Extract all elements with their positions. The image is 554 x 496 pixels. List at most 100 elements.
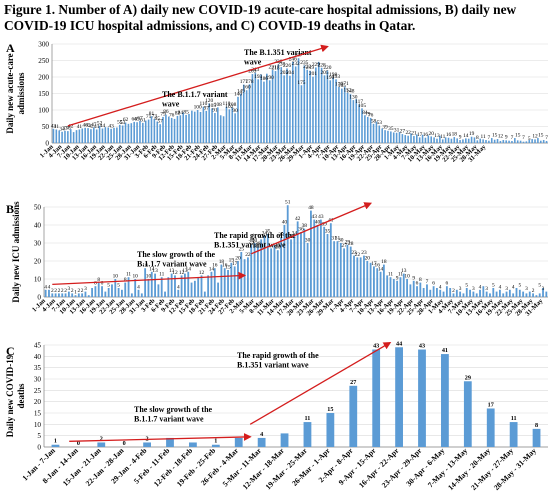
data-label: 220 [323, 65, 331, 71]
bar [164, 291, 166, 297]
bar [64, 293, 67, 297]
bar [234, 113, 236, 143]
data-label: 14 [186, 266, 192, 272]
bar [369, 262, 372, 297]
bar [439, 135, 441, 143]
data-label: 10 [146, 274, 152, 280]
data-label: 42 [88, 124, 94, 130]
bar [263, 235, 266, 297]
data-label: 51 [285, 200, 291, 206]
data-label: 3 [68, 286, 71, 292]
bar [534, 139, 536, 143]
data-label: 81 [149, 111, 155, 117]
data-label: 55 [117, 119, 123, 125]
bar [173, 118, 176, 143]
data-label: 11 [511, 415, 517, 422]
bar [436, 138, 438, 143]
bar [142, 122, 144, 143]
bar [352, 100, 355, 143]
data-label: 23 [351, 250, 357, 256]
bar [297, 58, 300, 143]
data-label: 65 [155, 116, 161, 122]
bar [185, 114, 187, 143]
data-label: 235 [300, 60, 308, 66]
data-label: 170 [335, 81, 343, 87]
data-label: 11 [481, 134, 486, 140]
bar [130, 123, 133, 143]
data-label: 47 [91, 122, 97, 128]
bar [525, 293, 528, 297]
y-tick-label: 30 [34, 240, 42, 248]
y-axis-label: Daily new acute-care [5, 53, 15, 133]
data-label: 5 [465, 283, 468, 289]
bar [442, 291, 445, 297]
data-label: 2 [61, 288, 64, 294]
x-tick-label: 28-May - 31-May [492, 446, 538, 492]
data-label: 27 [400, 129, 406, 135]
data-label: 43 [108, 123, 114, 129]
data-label: 19 [469, 131, 475, 137]
bar [326, 70, 329, 143]
bar [101, 286, 103, 297]
bar [237, 261, 239, 297]
data-label: 67 [137, 115, 143, 121]
bar [418, 137, 421, 143]
data-label: 5 [107, 283, 110, 289]
data-label: 43 [312, 214, 318, 220]
bar [329, 223, 332, 297]
data-label: 171 [341, 81, 349, 87]
bar [410, 133, 412, 143]
bar [203, 291, 206, 297]
bar [511, 141, 513, 143]
bar [355, 99, 358, 143]
bar [315, 67, 317, 143]
bar [363, 255, 365, 297]
bar [130, 293, 133, 297]
bar [392, 279, 395, 297]
bar [167, 116, 170, 143]
bar [199, 111, 202, 143]
bar [219, 115, 222, 143]
data-label: 10 [132, 274, 138, 280]
data-label: 165 [338, 83, 346, 89]
bar [243, 259, 246, 297]
bar [225, 106, 228, 143]
bar [430, 136, 433, 143]
data-label: 79 [365, 111, 371, 117]
data-label: 34 [59, 126, 65, 132]
data-label: 41 [442, 347, 448, 354]
bar [303, 228, 306, 297]
bar [205, 110, 208, 143]
data-label: 3 [84, 286, 87, 292]
bar [247, 257, 249, 297]
bar [182, 112, 185, 143]
bar [539, 140, 542, 143]
data-label: 2 [54, 288, 57, 294]
annotation-text: The rapid growth of the [214, 231, 296, 240]
y-tick-label: 40 [34, 353, 42, 361]
bar [220, 264, 223, 297]
bar [300, 85, 303, 143]
bar [207, 275, 210, 297]
bar [110, 128, 112, 143]
bar [455, 289, 458, 297]
bar [379, 271, 382, 297]
bar [450, 138, 453, 143]
bar [137, 289, 140, 297]
bar [395, 132, 398, 143]
data-label: 3 [542, 286, 545, 292]
bar [211, 108, 213, 143]
data-label: 29 [345, 239, 351, 245]
data-label: 58 [371, 118, 377, 124]
annotation-text: wave [244, 58, 262, 67]
annotation-text: The rapid growth of the [237, 351, 319, 360]
data-label: 16 [212, 263, 218, 269]
data-label: 0 [77, 440, 80, 447]
y-tick-label: 200 [38, 74, 49, 82]
bar [366, 116, 369, 143]
data-label: 1 [74, 290, 77, 296]
bar [240, 93, 242, 143]
bar [64, 130, 66, 143]
data-label: 7 [488, 135, 491, 141]
